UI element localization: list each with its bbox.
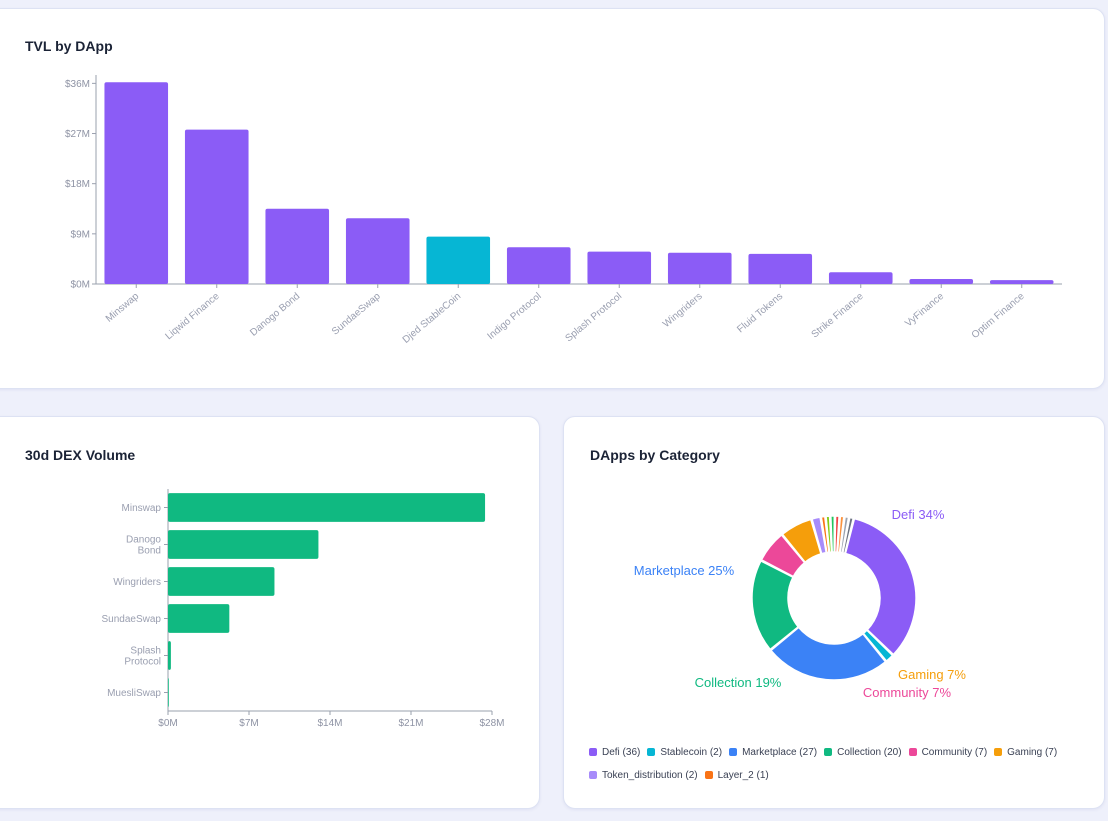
tvl-chart-title: TVL by DApp: [25, 38, 113, 54]
dex-bar-minswap: [168, 493, 486, 522]
dex-bar-wingriders: [168, 567, 275, 596]
tvl-x-tick-label: Liqwid Finance: [163, 291, 222, 343]
dex-bar-danogo-bond: [168, 530, 319, 559]
tvl-bar-fluid-tokens: [748, 253, 813, 284]
tvl-x-tick-label: Minswap: [104, 291, 142, 325]
dex-y-tick-label: Minswap: [122, 503, 162, 514]
legend-swatch: [908, 748, 917, 756]
legend-swatch: [729, 748, 738, 756]
legend-item-gaming: Gaming (7): [994, 747, 1057, 759]
dex-chart-title: 30d DEX Volume: [25, 447, 136, 463]
donut-slice-other-13: [841, 516, 855, 555]
dex-bar-splash-protocol: [168, 641, 171, 670]
donut-slice-collection: [751, 559, 800, 651]
donut-slice-marketplace: [769, 626, 887, 681]
legend-label: Stablecoin (2): [660, 747, 723, 758]
tvl-x-tick-label: Wingriders: [661, 291, 705, 330]
legend-label: Layer_2 (1): [717, 770, 769, 781]
tvl-bar-sundaeswap: [345, 218, 410, 284]
tvl-x-tick-label: SundaeSwap: [330, 291, 383, 338]
donut-label-defi: Defi 34%: [892, 507, 945, 522]
dex-bar-muesliswap: [168, 678, 169, 707]
dex-x-tick-label: $21M: [398, 718, 423, 729]
legend-swatch: [824, 748, 833, 756]
dex-x-tick-label: $7M: [239, 718, 258, 729]
tvl-y-tick-label: $36M: [65, 79, 90, 90]
legend-swatch: [589, 748, 597, 756]
tvl-y-tick-label: $27M: [65, 129, 90, 140]
tvl-x-tick-label: Strike Finance: [810, 291, 866, 341]
tvl-bar-liqwid-finance: [184, 129, 249, 284]
tvl-x-tick-label: Optim Finance: [970, 291, 1027, 342]
donut-slice-community: [760, 533, 806, 578]
dex-y-tick-label: Bond: [138, 546, 161, 557]
legend-label: Token_distribution (2): [602, 770, 698, 781]
tvl-bar-djed-stablecoin: [426, 236, 491, 284]
category-chart-title: DApps by Category: [590, 447, 720, 463]
donut-slice-defi: [844, 517, 917, 656]
tvl-x-tick-label: Danogo Bond: [248, 291, 302, 339]
tvl-bar-splash-protocol: [587, 251, 652, 284]
tvl-bar-chart: $0M $9M $18M $27M $36M Minswap Liqwid Finance D…: [65, 75, 1062, 346]
tvl-x-tick-label: Fluid Tokens: [735, 291, 785, 335]
donut-slice-other-9: [830, 515, 836, 553]
tvl-x-tick-label: Splash Protocol: [563, 291, 624, 344]
dex-y-tick-label: Danogo: [126, 535, 161, 546]
donut-label-community: Community 7%: [863, 685, 952, 700]
dex-y-tick-label: SundaeSwap: [102, 614, 162, 625]
legend-item-marketplace: Marketplace (27): [729, 747, 817, 759]
tvl-bar-strike-finance: [828, 272, 893, 284]
tvl-y-tick-label: $18M: [65, 179, 90, 190]
tvl-x-tick-label: VyFinance: [903, 291, 946, 330]
donut-label-marketplace: Marketplace 25%: [634, 563, 735, 578]
tvl-y-tick-label: $9M: [71, 229, 90, 240]
tvl-bar-optim-finance: [989, 280, 1054, 284]
donut-slice-gaming: [781, 518, 822, 564]
legend-swatch: [647, 748, 656, 756]
legend-label: Gaming (7): [1007, 747, 1058, 758]
dapps-by-category-card: DApps by Category Defi 34% Marketplace 25…: [563, 416, 1105, 809]
dex-x-tick-label: $0M: [158, 718, 177, 729]
tvl-bar-wingriders: [667, 252, 732, 284]
category-donut-chart: Defi 34% Marketplace 25% Collection 19% Com…: [634, 507, 967, 700]
legend-swatch: [704, 771, 713, 779]
legend-item-layer-2: Layer_2 (1): [704, 770, 769, 782]
tvl-bar-indigo-protocol: [506, 247, 571, 284]
tvl-bar-vyfinance: [909, 278, 974, 284]
donut-label-gaming: Gaming 7%: [898, 667, 966, 682]
tvl-x-tick-label: Indigo Protocol: [485, 291, 543, 342]
dex-x-tick-label: $14M: [317, 718, 342, 729]
legend-label: Marketplace (27): [742, 747, 818, 758]
legend-item-token-distribution: Token_distribution (2): [589, 770, 698, 782]
legend-label: Community (7): [921, 747, 988, 758]
dex-y-tick-label: MuesliSwap: [107, 688, 161, 699]
category-legend: Defi (36) Stablecoin (2) Marketplace (27) C…: [589, 747, 1089, 793]
legend-item-community: Community (7): [908, 747, 988, 759]
tvl-bar-minswap: [104, 82, 169, 284]
legend-swatch: [994, 748, 1003, 756]
donut-label-collection: Collection 19%: [695, 675, 782, 690]
tvl-y-tick-label: $0M: [71, 280, 90, 291]
tvl-x-tick-label: Djed StableCoin: [401, 291, 463, 346]
legend-label: Defi (36): [602, 747, 641, 758]
dex-y-tick-label: Splash: [130, 646, 161, 657]
dex-x-tick-label: $28M: [479, 718, 504, 729]
legend-item-defi: Defi (36): [589, 747, 640, 759]
tvl-by-dapp-card: TVL by DApp $0M $9M $18M $27M $36M Minswap Liq…: [0, 8, 1105, 389]
dex-volume-card: 30d DEX Volume $0M $7M $14M $21M $28M Minswap…: [0, 416, 540, 809]
dex-bar-sundaeswap: [168, 604, 230, 633]
legend-item-stablecoin: Stablecoin (2): [647, 747, 722, 759]
legend-swatch: [589, 771, 597, 779]
legend-item-collection: Collection (20): [824, 747, 902, 759]
legend-label: Collection (20): [837, 747, 902, 758]
dex-y-tick-label: Protocol: [124, 657, 161, 668]
tvl-bar-danogo-bond: [265, 208, 330, 284]
dex-y-tick-label: Wingriders: [113, 577, 161, 588]
